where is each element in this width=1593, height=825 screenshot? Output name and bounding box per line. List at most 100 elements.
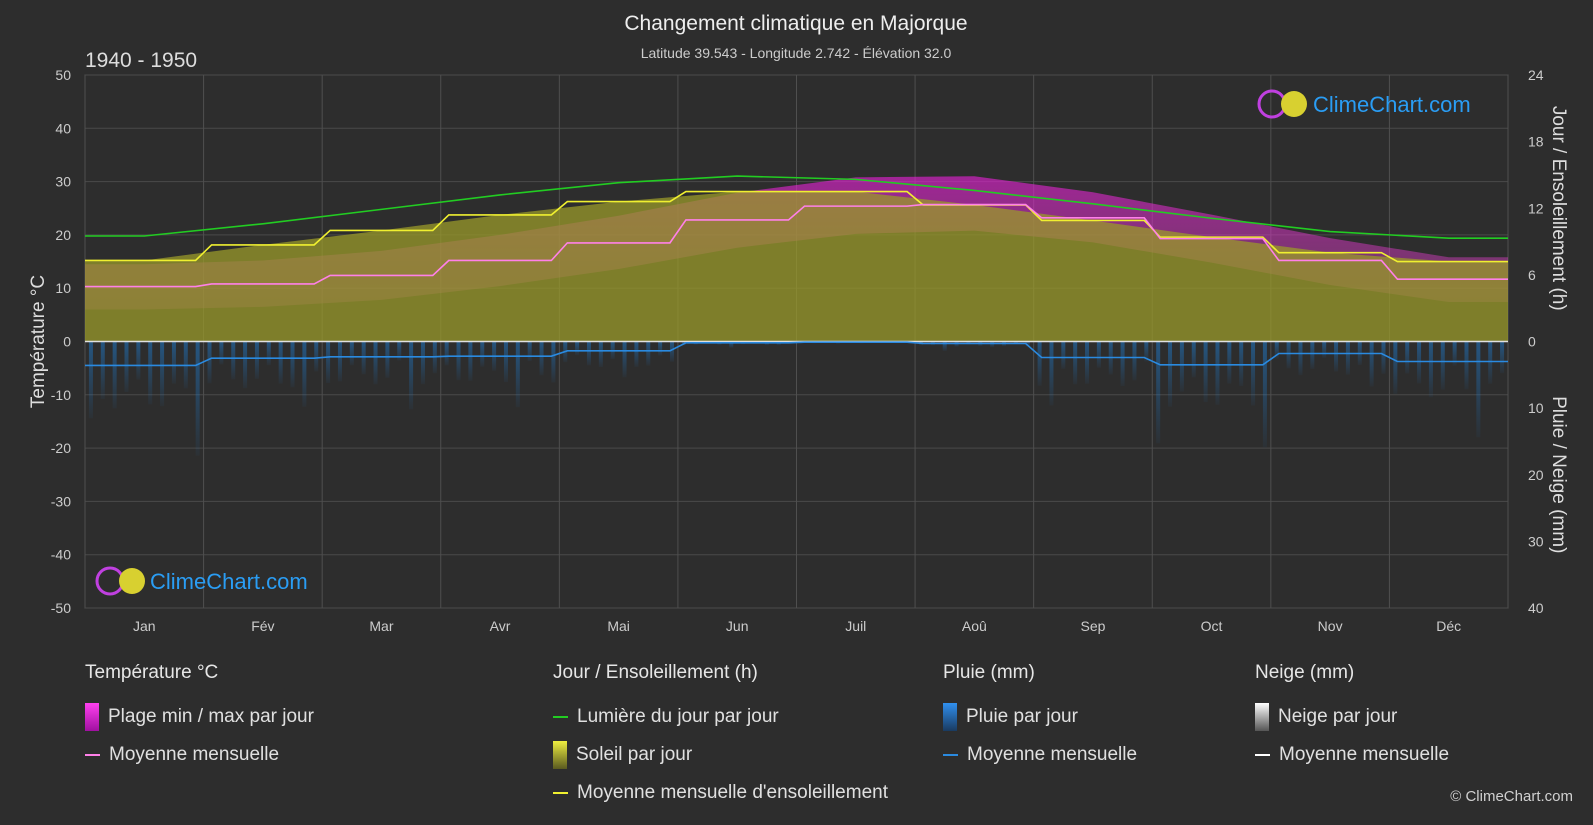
legend-label: Neige par jour bbox=[1278, 706, 1398, 727]
logo-text-top: ClimeChart.com bbox=[1313, 92, 1471, 117]
rain-bar bbox=[124, 341, 129, 392]
legend-item: Lumière du jour par jour bbox=[553, 698, 888, 736]
tick-label-month: Fév bbox=[251, 618, 274, 634]
tick-label-temp: 20 bbox=[55, 227, 71, 243]
rain-bar bbox=[1215, 341, 1220, 405]
logo-top: ClimeChart.com bbox=[1257, 89, 1471, 119]
rain-bar bbox=[503, 341, 508, 383]
tick-label-temp: -10 bbox=[51, 387, 71, 403]
rain-bar bbox=[349, 341, 354, 366]
rain-bar bbox=[551, 341, 556, 383]
rain-bar bbox=[1393, 341, 1398, 394]
axes: 50 40 30 20 10 0 -10 -20 -30 -40 -50 Jan Fév Mar Avr Ma… bbox=[28, 67, 1569, 634]
rain-bar bbox=[1298, 341, 1303, 376]
rain-bar bbox=[1096, 341, 1101, 368]
snow-swatch bbox=[1255, 703, 1269, 731]
tick-label-month: Jan bbox=[133, 618, 156, 634]
rain-bar bbox=[136, 341, 141, 380]
rain-bar bbox=[480, 341, 485, 367]
legend-title: Pluie (mm) bbox=[943, 662, 1035, 683]
tick-label-month: Aoû bbox=[962, 618, 987, 634]
legend-item: Soleil par jour bbox=[553, 736, 888, 774]
rain-bar bbox=[586, 341, 591, 366]
legend-item: Plage min / max par jour bbox=[85, 698, 314, 736]
rain-bar bbox=[385, 341, 390, 378]
rain-bar bbox=[1405, 341, 1410, 374]
rain-mean-line bbox=[85, 341, 1508, 367]
rain-bar bbox=[527, 341, 532, 362]
rain-bar bbox=[1179, 341, 1184, 392]
temp-mean-line bbox=[85, 203, 1508, 288]
tick-label-month: Mai bbox=[607, 618, 630, 634]
rain-bar bbox=[1464, 341, 1469, 390]
rain-bar bbox=[1073, 341, 1078, 385]
rain-bar bbox=[1061, 341, 1066, 369]
rain-bar bbox=[658, 341, 663, 356]
rain-bar bbox=[171, 341, 176, 384]
line-swatch bbox=[553, 792, 568, 794]
rain-bar bbox=[254, 341, 259, 379]
tick-label-month: Nov bbox=[1318, 618, 1343, 634]
rain-bar bbox=[314, 341, 319, 372]
rain-bar bbox=[112, 341, 117, 409]
legend-label: Moyenne mensuelle bbox=[1279, 744, 1450, 765]
rain-bar bbox=[1120, 341, 1125, 386]
line-swatch bbox=[943, 754, 958, 756]
rain-bar bbox=[669, 341, 674, 362]
line-swatch bbox=[553, 716, 568, 718]
legend-label: Plage min / max par jour bbox=[108, 706, 314, 727]
legend-label: Soleil par jour bbox=[576, 744, 693, 765]
tick-label-rain: 40 bbox=[1528, 600, 1544, 616]
legend-item: Neige par jour bbox=[1255, 698, 1449, 736]
legend-title: Température °C bbox=[85, 662, 219, 683]
chart-title: Changement climatique en Majorque bbox=[624, 12, 967, 35]
rain-bar bbox=[207, 341, 212, 384]
rain-bars bbox=[88, 341, 1505, 456]
rain-bar bbox=[290, 341, 295, 388]
rain-bar bbox=[1310, 341, 1315, 369]
tick-label-month: Avr bbox=[490, 618, 511, 634]
rain-bar bbox=[539, 341, 544, 376]
rain-bar bbox=[1239, 341, 1244, 387]
daylight-line bbox=[85, 175, 1508, 240]
tick-label-rain: 10 bbox=[1528, 400, 1544, 416]
tick-label-temp: -40 bbox=[51, 547, 71, 563]
rain-bar bbox=[1274, 341, 1279, 359]
legend-item: Moyenne mensuelle d'ensoleillement bbox=[553, 774, 888, 812]
rain-bar bbox=[1191, 341, 1196, 378]
tick-label-temp: 10 bbox=[55, 280, 71, 296]
rain-bar bbox=[100, 341, 105, 400]
rain-bar bbox=[195, 341, 200, 456]
chart-subtitle: Latitude 39.543 - Longitude 2.742 - Élév… bbox=[641, 45, 952, 61]
rain-bar bbox=[1144, 341, 1149, 362]
rain-bar bbox=[1168, 341, 1173, 407]
legend-item: Pluie par jour bbox=[943, 698, 1137, 736]
legend-temperature: Température °C Plage min / max par jour … bbox=[85, 662, 314, 774]
rain-bar bbox=[444, 341, 449, 366]
rain-bar bbox=[1322, 341, 1327, 358]
rain-bar bbox=[1227, 341, 1232, 384]
rain-bar bbox=[337, 341, 342, 382]
legend-item: Moyenne mensuelle bbox=[85, 736, 314, 774]
tick-label-temp: -30 bbox=[51, 493, 71, 509]
tick-label-hours: 0 bbox=[1528, 334, 1536, 350]
logo-bottom: ClimeChart.com bbox=[95, 566, 308, 596]
tick-label-hours: 12 bbox=[1528, 200, 1544, 216]
legend-title: Jour / Ensoleillement (h) bbox=[553, 662, 758, 683]
rain-bar bbox=[1500, 341, 1505, 374]
rain-bar bbox=[1049, 341, 1054, 406]
rain-bar bbox=[1381, 341, 1386, 374]
rain-bar bbox=[1262, 341, 1267, 448]
tick-label-month: Sep bbox=[1080, 618, 1105, 634]
y-axis-label-left: Température °C bbox=[28, 275, 49, 408]
legend-label: Lumière du jour par jour bbox=[577, 706, 779, 727]
rain-bar bbox=[1417, 341, 1422, 384]
rain-bar bbox=[373, 341, 378, 385]
line-swatch bbox=[1255, 754, 1270, 756]
rain-bar bbox=[598, 341, 603, 368]
copyright: © ClimeChart.com bbox=[1450, 788, 1573, 805]
rain-bar bbox=[243, 341, 248, 389]
rain-bar bbox=[278, 341, 283, 384]
tick-label-temp: -20 bbox=[51, 440, 71, 456]
